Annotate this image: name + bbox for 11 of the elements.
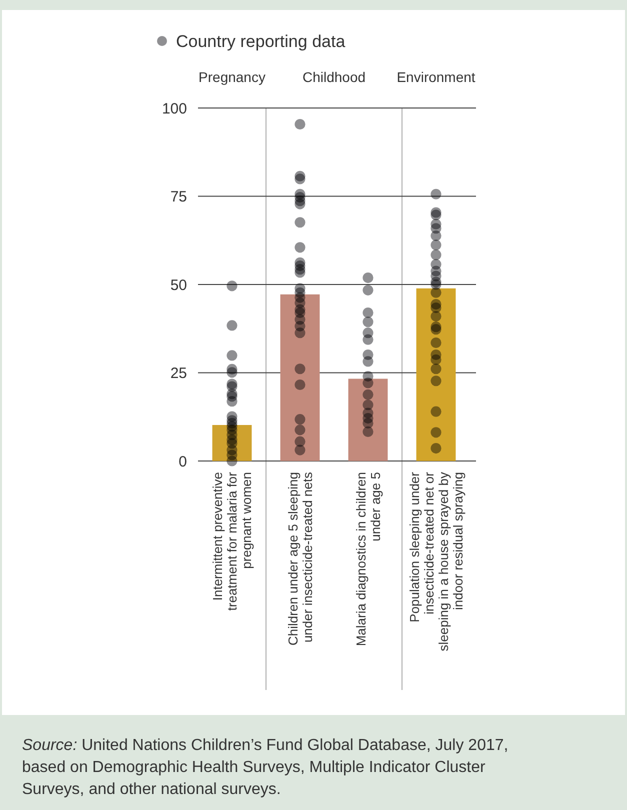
y-tick-label: 0 bbox=[178, 453, 187, 470]
source-note: Source: United Nations Children’s Fund Global Database, July 2017, based on Demographic Health Surveys, Multiple Indicator Cluster Surveys, and other national surveys. bbox=[22, 737, 508, 798]
legend-label: Country reporting data bbox=[176, 32, 346, 51]
y-tick-label: 50 bbox=[170, 276, 187, 294]
y-tick-label: 75 bbox=[170, 188, 187, 206]
y-tick-label: 25 bbox=[170, 365, 187, 382]
text: Childhood bbox=[302, 69, 366, 85]
text: Pregnancy bbox=[198, 69, 266, 85]
y-tick-label: 100 bbox=[162, 100, 187, 118]
text: Environment bbox=[396, 69, 476, 85]
x-tick-label: Intermittent preventive treatment for malaria for pregnant women bbox=[210, 471, 254, 611]
